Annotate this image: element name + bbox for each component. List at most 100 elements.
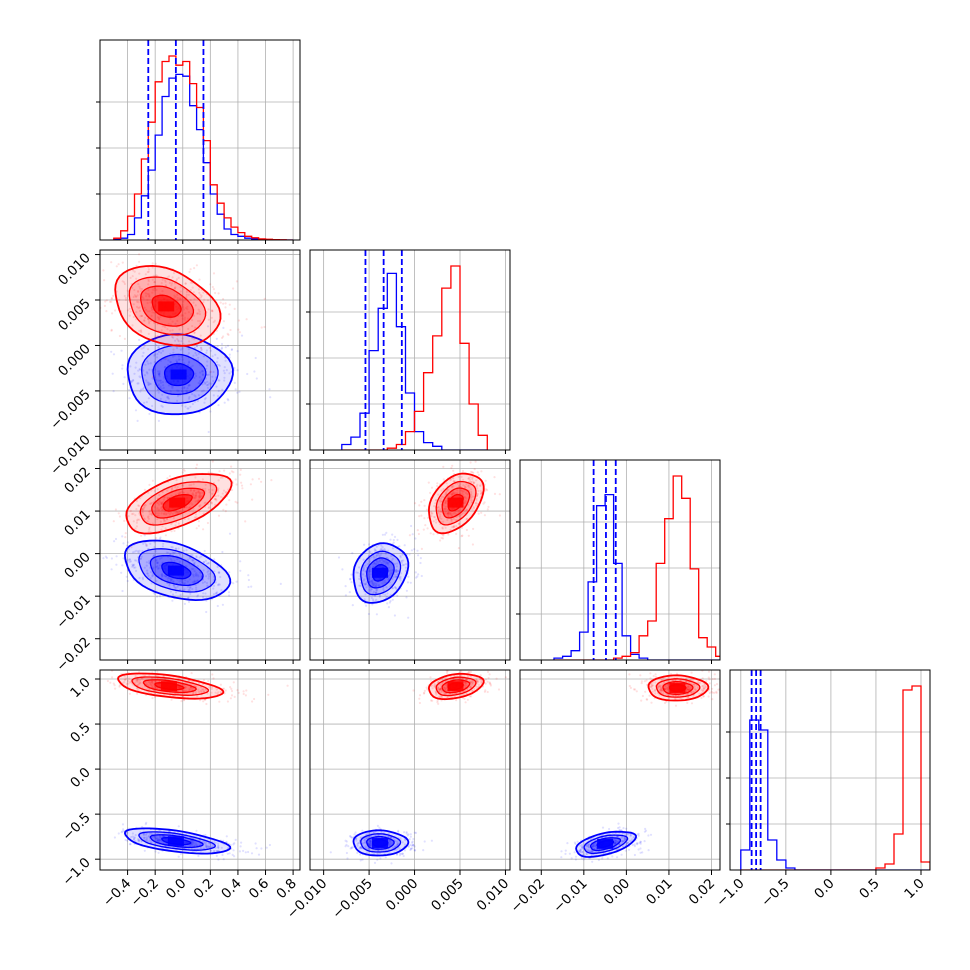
scatter-point (358, 846, 361, 849)
scatter-point (200, 378, 203, 381)
scatter-point (176, 319, 179, 322)
scatter-point (182, 300, 185, 303)
scatter-point (423, 689, 426, 693)
scatter-point (397, 829, 400, 833)
scatter-point (127, 548, 130, 551)
scatter-point (157, 345, 160, 349)
scatter-point (225, 491, 228, 494)
scatter-point (176, 395, 179, 398)
scatter-point (412, 844, 415, 847)
scatter-point (208, 346, 211, 349)
panel-contents (100, 253, 272, 434)
scatter-points-series_b (408, 460, 501, 551)
scatter-point (446, 511, 449, 515)
scatter-point (150, 513, 153, 516)
scatter-point (128, 558, 132, 561)
scatter-point (578, 850, 581, 853)
scatter-point (183, 684, 186, 687)
scatter-point (112, 520, 115, 523)
scatter-point (464, 491, 467, 494)
scatter-point (205, 844, 208, 847)
scatter-point (105, 556, 108, 560)
scatter-point (375, 563, 378, 566)
scatter-point (222, 369, 225, 372)
scatter-point (449, 513, 452, 516)
scatter-point (480, 680, 483, 683)
scatter-point (193, 338, 196, 341)
scatter-point (218, 364, 221, 367)
scatter-point (192, 558, 195, 562)
scatter-point (467, 485, 470, 488)
scatter-point (471, 476, 474, 479)
scatter-point (414, 831, 418, 835)
grid (100, 40, 300, 240)
scatter-point (614, 841, 617, 844)
scatter-point (135, 264, 138, 267)
scatter-point (371, 579, 374, 582)
scatter-point (373, 582, 376, 585)
scatter-point (121, 261, 124, 264)
scatter-point (157, 509, 160, 512)
scatter-point (193, 326, 197, 329)
scatter-point (212, 272, 216, 275)
scatter-point (129, 276, 132, 279)
scatter-point (151, 574, 154, 577)
scatter-point (210, 316, 213, 319)
scatter-point (163, 325, 166, 328)
scatter-point (198, 380, 201, 383)
scatter-point (597, 858, 601, 862)
scatter-point (197, 381, 200, 385)
scatter-point (372, 590, 375, 593)
scatter-point (387, 563, 390, 566)
scatter-point (413, 548, 416, 551)
scatter-point (151, 575, 154, 578)
scatter-point (149, 577, 152, 580)
scatter-point (646, 698, 649, 701)
scatter-point (715, 691, 718, 695)
scatter-point (196, 695, 199, 698)
scatter-point (132, 838, 136, 841)
scatter-point (159, 397, 162, 400)
scatter-point (155, 274, 158, 277)
scatter-point (179, 286, 182, 289)
scatter-point (200, 555, 203, 558)
scatter-point (204, 483, 207, 486)
scatter-point (185, 506, 188, 509)
scatter-point (568, 852, 572, 855)
scatter-point (484, 678, 487, 681)
scatter-point (178, 491, 181, 494)
scatter-point (195, 492, 198, 495)
scatter-point (449, 512, 452, 515)
scatter-point (145, 308, 148, 311)
scatter-point (157, 383, 160, 386)
scatter-point (157, 677, 160, 680)
scatter-point (223, 366, 226, 369)
scatter-point (173, 287, 177, 290)
scatter-point (138, 549, 141, 552)
scatter-point (573, 841, 577, 844)
scatter-point (215, 385, 218, 388)
scatter-point (215, 499, 218, 502)
scatter-point (370, 841, 373, 844)
scatter-point (216, 604, 219, 608)
scatter-point (122, 542, 125, 545)
scatter-point (388, 566, 391, 569)
scatter-point (176, 296, 179, 300)
scatter-point (369, 841, 372, 844)
scatter-point (236, 689, 239, 692)
scatter-point (631, 843, 634, 847)
scatter-point (375, 545, 378, 548)
scatter-point (588, 846, 591, 849)
scatter-point (366, 847, 369, 850)
scatter-point (459, 677, 463, 680)
scatter-point (414, 849, 417, 852)
scatter-point (186, 387, 189, 390)
scatter-point (195, 374, 198, 378)
scatter-point (194, 842, 197, 845)
density-peak-series_a (372, 838, 388, 848)
scatter-point (132, 564, 135, 567)
scatter-point (147, 280, 150, 283)
scatter-point (171, 329, 174, 332)
scatter-point (146, 840, 149, 843)
scatter-point (393, 586, 397, 589)
